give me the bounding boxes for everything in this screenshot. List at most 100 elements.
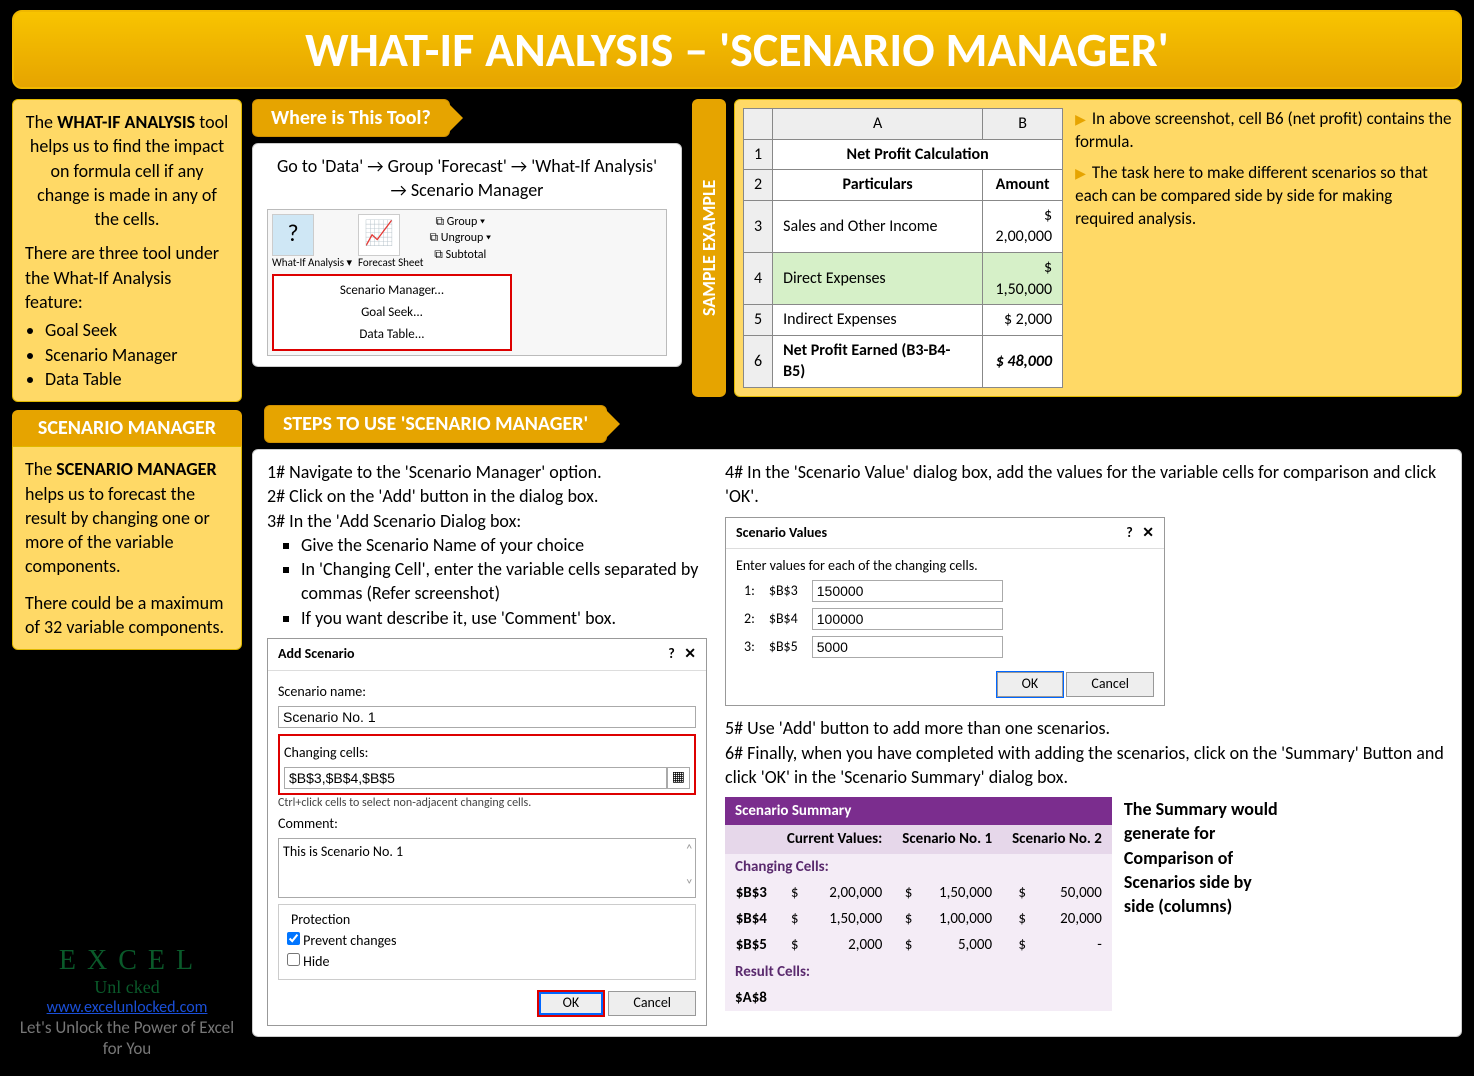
scroll-down-icon[interactable]: ˅	[685, 876, 693, 895]
sample-box: SAMPLE EXAMPLE AB 1Net Profit Calculatio…	[692, 99, 1462, 397]
whatif-icon: ?	[272, 214, 314, 256]
close-icon[interactable]: ? ✕	[668, 645, 696, 664]
ok-button[interactable]: OK	[537, 990, 606, 1017]
changing-cells-input[interactable]	[284, 767, 667, 789]
scenario-summary-table: Scenario Summary Current Values:Scenario…	[725, 797, 1112, 1011]
cell: Sales and Other Income	[773, 200, 983, 252]
text: The	[25, 458, 56, 480]
left-column: The WHAT-IF ANALYSIS tool helps us to fi…	[12, 99, 242, 1059]
cell: $ 2,000	[983, 305, 1063, 336]
cell: 5,000	[922, 932, 1002, 958]
col-header: Scenario No. 2	[1002, 825, 1112, 853]
list-item: Data Table	[45, 367, 229, 391]
cell: 50,000	[1036, 880, 1112, 906]
scenario-values-dialog: Scenario Values ? ✕ Enter values for each…	[725, 517, 1165, 707]
field-label: Scenario name:	[278, 683, 696, 702]
text-bold: SCENARIO MANAGER	[56, 458, 216, 480]
step: 4# In the 'Scenario Value' dialog box, a…	[725, 460, 1447, 509]
cell: $	[892, 906, 922, 932]
section-heading: Where is This Tool?	[252, 99, 450, 137]
row-num: 6	[744, 335, 773, 387]
cell: Direct Expenses	[773, 252, 983, 304]
cell: 2,000	[809, 932, 893, 958]
ribbon-button: Forecast Sheet	[358, 256, 423, 271]
scenario-name-input[interactable]	[278, 706, 696, 728]
col-header: Scenario No. 1	[892, 825, 1002, 853]
section-heading: SCENARIO MANAGER	[12, 410, 242, 446]
note: The task here to make different scenario…	[1075, 162, 1453, 231]
scenario-manager-section: SCENARIO MANAGER The SCENARIO MANAGER he…	[12, 410, 242, 650]
cell: $ 2,00,000	[983, 200, 1063, 252]
dropdown-menu: Scenario Manager... Goal Seek... Data Ta…	[272, 274, 512, 351]
ribbon-item: ⧉ Group ▾	[429, 214, 491, 231]
dialog-subtitle: Enter values for each of the changing ce…	[736, 557, 1154, 576]
cell: -	[1036, 932, 1112, 958]
cell: Net Profit Calculation	[773, 139, 1063, 170]
cell: Amount	[983, 170, 1063, 201]
website-link[interactable]: www.excelunlocked.com	[47, 998, 208, 1017]
row-num: 1	[744, 139, 773, 170]
row-num: 4	[744, 252, 773, 304]
row-num: 2:	[738, 606, 761, 632]
prevent-changes-checkbox[interactable]	[287, 932, 300, 945]
menu-item: Scenario Manager...	[280, 280, 504, 302]
cell: $ 48,000	[983, 335, 1063, 387]
hint-text: Ctrl+click cells to select non-adjacent …	[278, 795, 696, 811]
step: 1# Navigate to the 'Scenario Manager' op…	[267, 461, 602, 483]
scroll-up-icon[interactable]: ˄	[685, 841, 693, 860]
col-header: Current Values:	[777, 825, 892, 853]
value-input[interactable]	[812, 608, 1003, 630]
cell: $A$8	[725, 985, 777, 1011]
sample-tab: SAMPLE EXAMPLE	[692, 99, 726, 397]
row-num: 3:	[738, 634, 761, 660]
close-icon[interactable]: ? ✕	[1126, 524, 1154, 543]
row-num: 5	[744, 305, 773, 336]
sample-table: AB 1Net Profit Calculation 2ParticularsA…	[743, 108, 1063, 388]
substep: Give the Scenario Name of your choice	[301, 533, 707, 557]
steps-section: STEPS TO USE 'SCENARIO MANAGER' 1# Navig…	[252, 405, 1462, 1037]
summary-note: The Summary would generate for Compariso…	[1124, 797, 1284, 918]
where-box: Where is This Tool? Go to 'Data' → Group…	[252, 99, 682, 397]
note: In above screenshot, cell B6 (net profit…	[1075, 108, 1453, 154]
logo-block: E X C E L Unl cked www.excelunlocked.com…	[12, 945, 242, 1059]
col-header: A	[773, 109, 983, 140]
ok-button[interactable]: OK	[997, 672, 1064, 697]
step: 5# Use 'Add' button to add more than one…	[725, 716, 1447, 740]
text: There could be a maximum of 32 variable …	[25, 591, 229, 640]
col-header	[725, 825, 777, 853]
cell: $ 1,50,000	[983, 252, 1063, 304]
logo-subtext: Unl cked	[12, 977, 242, 998]
forecast-icon: 📈	[358, 214, 400, 256]
text: There are three tool under the What-If A…	[25, 241, 229, 314]
cancel-button[interactable]: Cancel	[1066, 672, 1154, 697]
list-item: Goal Seek	[45, 318, 229, 342]
step: 3# In the 'Add Scenario Dialog box:	[267, 509, 707, 533]
row-label: Result Cells:	[725, 959, 1112, 985]
ribbon-screenshot: ? What-If Analysis ▾ 📈 Forecast Sheet ⧉ …	[267, 209, 667, 356]
hide-checkbox[interactable]	[287, 953, 300, 966]
range-picker-icon[interactable]: ▦	[667, 767, 690, 789]
row-num: 3	[744, 200, 773, 252]
step: 2# Click on the 'Add' button in the dial…	[267, 484, 707, 508]
infographic-page: WHAT-IF ANALYSIS – 'SCENARIO MANAGER' Th…	[0, 0, 1474, 1076]
list-item: Scenario Manager	[45, 343, 229, 367]
cell: 1,50,000	[922, 880, 1002, 906]
menu-item: Goal Seek...	[280, 302, 504, 324]
cancel-button[interactable]: Cancel	[608, 991, 696, 1016]
cell: $	[1002, 932, 1036, 958]
text: helps us to forecast the result by chang…	[25, 483, 210, 578]
comment-text[interactable]: This is Scenario No. 1	[283, 843, 403, 860]
text-bold: WHAT-IF ANALYSIS	[57, 111, 195, 133]
intro-box: The WHAT-IF ANALYSIS tool helps us to fi…	[12, 99, 242, 402]
dialog-title: Scenario Values	[736, 524, 827, 543]
value-input[interactable]	[812, 580, 1003, 602]
section-heading: STEPS TO USE 'SCENARIO MANAGER'	[264, 405, 607, 443]
value-input[interactable]	[812, 636, 1003, 658]
cell: $	[1002, 880, 1036, 906]
cell: $	[892, 880, 922, 906]
cell: $	[1002, 906, 1036, 932]
cell: $	[892, 932, 922, 958]
ribbon-item: ⧉ Ungroup ▾	[429, 230, 491, 247]
cell: $	[777, 932, 809, 958]
cell: Net Profit Earned (B3-B4-B5)	[773, 335, 983, 387]
